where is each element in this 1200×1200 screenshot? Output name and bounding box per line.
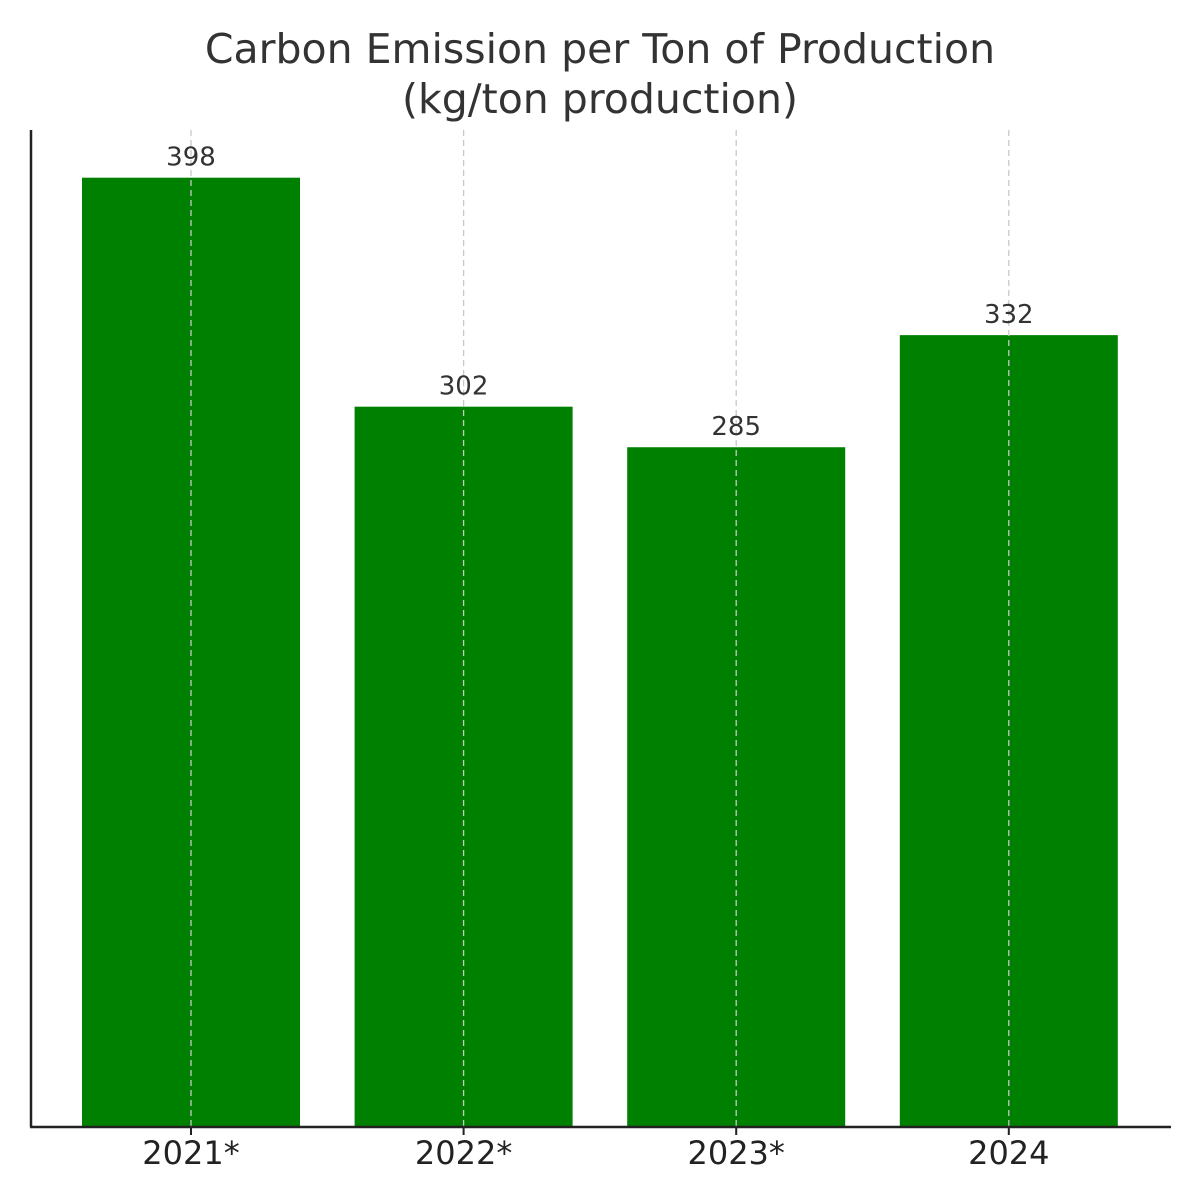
x-tick-label-1: 2022* [415, 1134, 512, 1172]
x-tick-label-3: 2024 [968, 1134, 1049, 1172]
data-label-0: 398 [166, 143, 216, 173]
chart-title: Carbon Emission per Ton of Production [205, 25, 995, 73]
x-tick-marks [190, 1127, 1010, 1135]
data-label-3: 332 [984, 300, 1034, 330]
bars-group [82, 177, 1118, 1127]
data-label-2: 285 [711, 412, 761, 442]
x-tick-label-2: 2023* [687, 1134, 784, 1172]
data-labels-group: 398 302 285 332 [166, 143, 1033, 443]
grid-lines [190, 130, 1010, 1127]
x-tick-labels: 2021* 2022* 2023* 2024 [142, 1134, 1049, 1172]
axes [29, 130, 1171, 1129]
data-label-1: 302 [439, 372, 489, 402]
chart-subtitle: (kg/ton production) [402, 75, 798, 123]
bar-1 [354, 406, 573, 1127]
x-tick-label-0: 2021* [142, 1134, 239, 1172]
